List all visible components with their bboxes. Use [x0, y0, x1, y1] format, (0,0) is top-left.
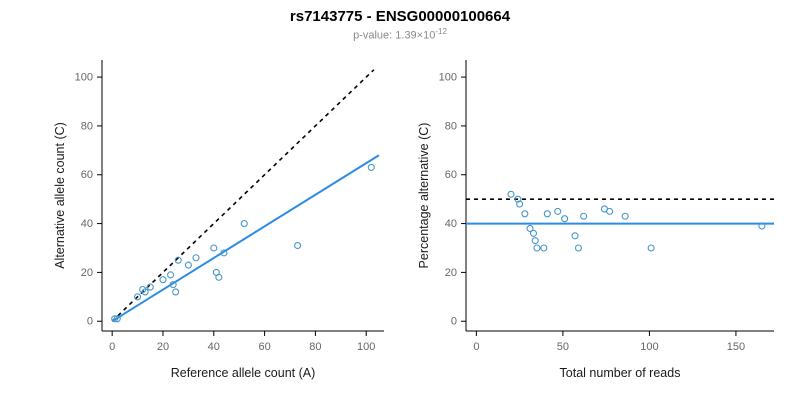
y-tick-label: 20 [445, 267, 457, 279]
y-tick-label: 100 [439, 72, 457, 84]
data-point [174, 256, 182, 264]
data-point [367, 163, 375, 171]
y-tick-label: 60 [445, 169, 457, 181]
data-point [220, 249, 228, 257]
data-point [540, 244, 548, 252]
x-tick-label: 0 [109, 341, 115, 353]
x-tick-label: 60 [258, 341, 270, 353]
data-point [621, 212, 629, 220]
y-axis-label: Percentage alternative (C) [417, 123, 431, 269]
x-tick-label: 150 [727, 341, 745, 353]
x-tick-label: 100 [640, 341, 658, 353]
y-tick-label: 0 [87, 316, 93, 328]
y-tick-label: 80 [445, 120, 457, 132]
data-point [240, 220, 248, 228]
data-point [606, 207, 614, 215]
data-point [167, 271, 175, 279]
data-point [111, 315, 119, 323]
y-tick-label: 20 [81, 267, 93, 279]
data-point [514, 195, 522, 203]
data-point [192, 254, 200, 262]
x-tick-label: 100 [357, 341, 375, 353]
data-point [533, 244, 541, 252]
data-point [172, 288, 180, 296]
x-tick-label: 40 [208, 341, 220, 353]
data-point [571, 232, 579, 240]
y-tick-label: 40 [445, 218, 457, 230]
y-tick-label: 40 [81, 218, 93, 230]
y-tick-label: 60 [81, 169, 93, 181]
data-point [294, 241, 302, 250]
data-point [113, 315, 121, 323]
left-scatter-plot: 0 20 40 60 80 100 0 20 40 60 80 100 Reference allele… [53, 60, 384, 380]
data-point [134, 293, 142, 301]
data-point [141, 288, 149, 296]
x-tick-label: 20 [157, 341, 169, 353]
data-point [758, 222, 766, 230]
chart-title: rs7143775 - ENSG00000100664 [289, 8, 511, 25]
p-value-exponent: -12 [435, 27, 447, 36]
identity-line [111, 69, 375, 322]
data-point [507, 190, 515, 198]
data-point [580, 212, 588, 220]
x-axis-label: Total number of reads [560, 366, 681, 380]
x-tick-label: 80 [309, 341, 321, 353]
right-scatter-plot: 0 50 100 150 0 20 40 60 80 100 Total number of rea… [417, 60, 774, 380]
data-point [159, 276, 167, 284]
data-point [647, 244, 655, 252]
y-tick-label: 100 [75, 72, 93, 84]
data-point [184, 261, 192, 269]
data-point [574, 244, 583, 252]
p-value-label: p-value: 1.39×10 [353, 29, 436, 42]
x-tick-label: 0 [473, 341, 479, 353]
data-point [529, 229, 538, 237]
data-point [531, 237, 539, 245]
x-axis-label: Reference allele count (A) [171, 366, 316, 380]
data-point [146, 283, 154, 291]
y-tick-label: 80 [81, 120, 93, 132]
fit-line [111, 154, 380, 323]
data-point [543, 210, 551, 218]
x-tick-label: 50 [557, 341, 569, 353]
data-point [169, 281, 177, 289]
chart-subtitle: p-value: 1.39×10-12 [0, 27, 800, 42]
y-axis-label: Alternative allele count (C) [53, 122, 67, 269]
data-point [526, 224, 534, 233]
data-point [521, 210, 529, 218]
data-point [554, 207, 562, 215]
data-point [210, 244, 218, 252]
y-tick-label: 0 [451, 316, 457, 328]
data-point [516, 200, 524, 208]
data-point [215, 273, 223, 281]
data-point [561, 215, 569, 223]
